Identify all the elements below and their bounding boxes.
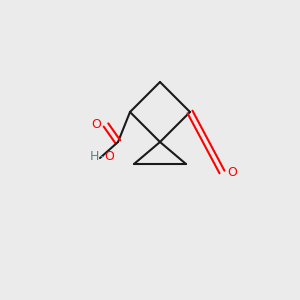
Text: H: H xyxy=(90,151,99,164)
Text: O: O xyxy=(227,166,237,178)
Text: -: - xyxy=(99,151,103,164)
Text: O: O xyxy=(91,118,101,131)
Text: O: O xyxy=(104,151,114,164)
